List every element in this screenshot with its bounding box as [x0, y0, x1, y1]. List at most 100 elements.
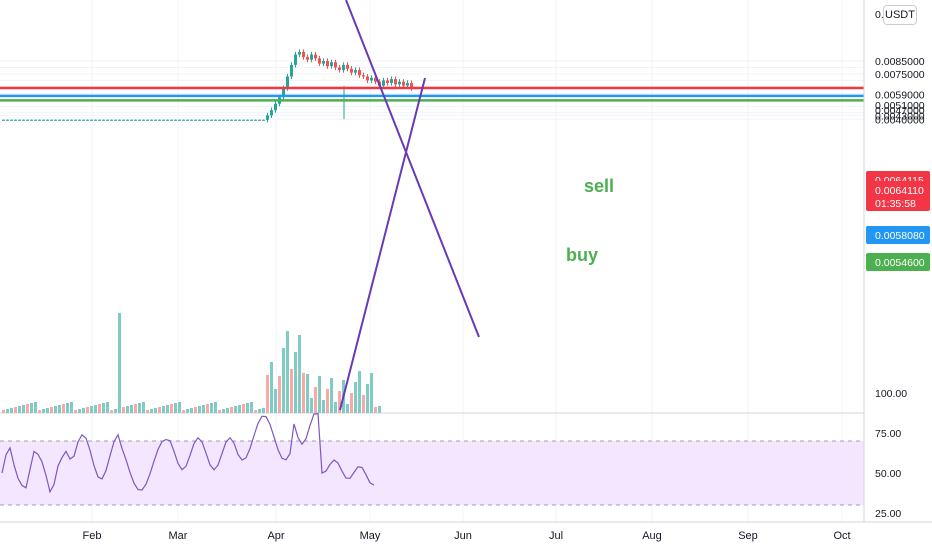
candle-body — [94, 119, 97, 121]
volume-bar — [50, 407, 53, 413]
candle-body — [74, 119, 77, 121]
rsi-band — [0, 441, 864, 505]
volume-bar — [230, 407, 233, 413]
volume-bar — [286, 331, 289, 413]
price-label-current: 0.0064110 — [875, 185, 924, 197]
candle-body — [102, 119, 105, 121]
candle-body — [170, 119, 173, 121]
candle-body — [178, 119, 181, 121]
price-axis: 0.00850000.00750000.00590000.00510000.00… — [863, 0, 932, 550]
volume-bar — [198, 406, 201, 413]
volume-bar — [238, 405, 241, 413]
candle-body — [38, 119, 41, 121]
volume-bar — [18, 406, 21, 413]
candle-body — [222, 119, 225, 121]
candle-body — [42, 119, 45, 121]
candle-body — [290, 64, 293, 77]
time-tick: Oct — [833, 530, 850, 542]
volume-bar — [218, 410, 221, 413]
candle-body — [46, 119, 49, 121]
volume-bar — [378, 406, 381, 413]
candle-body — [386, 80, 389, 84]
volume-bar — [146, 410, 149, 413]
candle-body — [266, 115, 269, 120]
candle-body — [246, 119, 249, 121]
volume-bar — [274, 389, 277, 413]
candle-body — [90, 119, 93, 121]
volume-bar — [150, 409, 153, 413]
annotations: sell buy — [566, 176, 614, 265]
volume-bar — [114, 409, 117, 413]
time-tick: Feb — [83, 530, 102, 542]
candle-body — [54, 119, 57, 121]
candle-body — [410, 83, 413, 89]
volume-bar — [134, 404, 137, 413]
volume-bar — [6, 409, 9, 413]
volume-bar — [118, 313, 121, 413]
volume-bar — [278, 376, 281, 413]
candle-body — [402, 81, 405, 86]
candle-body — [138, 119, 141, 121]
volume-bar — [358, 371, 361, 413]
candle-body — [394, 79, 397, 85]
volume-bar — [306, 374, 309, 413]
candle-body — [366, 76, 369, 81]
candle-body — [382, 80, 385, 86]
volume-bar — [170, 404, 173, 413]
candle-body — [166, 119, 169, 121]
volume-bar — [46, 408, 49, 413]
annotation-sell: sell — [584, 176, 614, 196]
candle-body — [174, 119, 177, 121]
candle-body — [134, 119, 137, 121]
price-tick: 0.0051000 — [875, 100, 925, 112]
candle-body — [10, 119, 13, 121]
volume-bar — [126, 406, 129, 413]
trendline-down — [345, 0, 480, 338]
candle-body — [270, 110, 273, 116]
volume-bar — [302, 373, 305, 413]
candle-body — [230, 119, 233, 121]
candle-body — [142, 119, 145, 121]
annotation-buy: buy — [566, 245, 598, 265]
candle-body — [234, 119, 237, 121]
candle-body — [34, 119, 37, 121]
candle-body — [198, 119, 201, 121]
volume-bar — [270, 362, 273, 413]
candle-body — [358, 70, 361, 76]
volume-bar — [178, 402, 181, 413]
volume-bar — [338, 391, 341, 413]
candle-body — [398, 81, 401, 85]
price-tick: 0.0085000 — [875, 56, 925, 68]
volume-bar — [258, 409, 261, 413]
volume-bar — [158, 407, 161, 413]
volume-bar — [330, 378, 333, 413]
time-tick: Mar — [169, 530, 188, 542]
price-tick: 0.0040000 — [875, 114, 925, 126]
price-label-bg — [866, 226, 930, 244]
volume-bar — [294, 352, 297, 413]
volume-bar — [14, 407, 17, 413]
trendline-up — [339, 77, 426, 411]
price-tick: 0.0059000 — [875, 90, 925, 102]
price-label: 0.0058080 — [875, 230, 925, 242]
candle-body — [362, 75, 365, 77]
candle-body — [314, 54, 317, 59]
volume-bar — [370, 373, 373, 413]
time-tick: May — [360, 530, 381, 542]
currency-badge[interactable]: USDT — [883, 5, 917, 25]
volume-bar — [130, 405, 133, 413]
volume-bar — [290, 369, 293, 413]
candle-body — [338, 67, 341, 71]
candle-body — [150, 119, 153, 121]
volume-bar — [298, 335, 301, 413]
time-tick: Aug — [642, 530, 662, 542]
candle-body — [258, 119, 261, 121]
candle-body — [106, 119, 109, 121]
candle-body — [154, 119, 157, 121]
volume-bar — [194, 407, 197, 413]
rsi-tick: 100.00 — [875, 388, 907, 400]
candle-body — [406, 83, 409, 86]
candle-body — [50, 119, 53, 121]
